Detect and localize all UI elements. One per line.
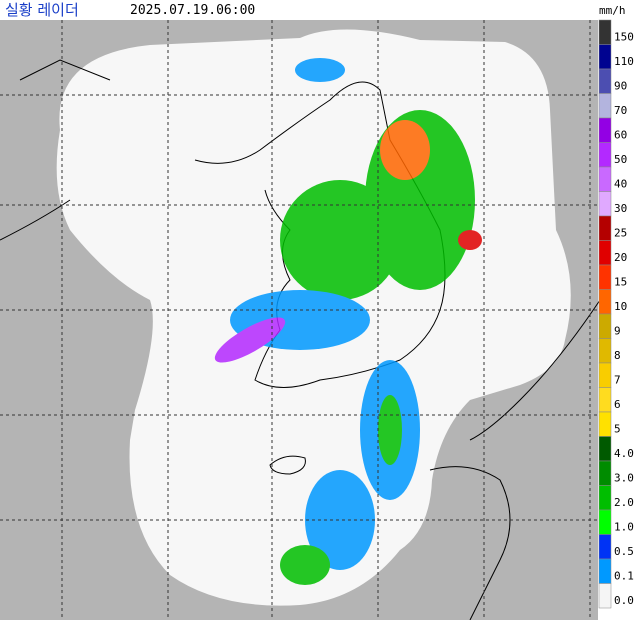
legend-label: 110 [614, 55, 634, 68]
legend-label: 5 [614, 423, 621, 436]
unit: mm/h [599, 4, 626, 17]
legend-label: 90 [614, 80, 627, 93]
legend-label: 25 [614, 227, 627, 240]
legend-swatch [598, 436, 612, 462]
legend-swatch [598, 583, 612, 609]
legend-swatch [598, 289, 612, 315]
legend-swatch [598, 68, 612, 94]
legend-label: 7 [614, 374, 621, 387]
legend-label: 15 [614, 276, 627, 289]
legend-swatch [598, 44, 612, 70]
legend-label: 0.5 [614, 545, 634, 558]
legend-label: 60 [614, 129, 627, 142]
legend-swatch [598, 485, 612, 511]
legend-swatch [598, 240, 612, 266]
precipitation [214, 58, 482, 585]
legend-label: 4.0 [614, 447, 634, 460]
legend-swatch [598, 313, 612, 339]
legend-label: 3.0 [614, 472, 634, 485]
legend-swatch [598, 19, 612, 45]
legend-label: 0.0 [614, 594, 634, 607]
legend-label: 150 [614, 31, 634, 44]
legend-label: 2.0 [614, 496, 634, 509]
legend-swatch [598, 338, 612, 364]
legend-label: 30 [614, 202, 627, 215]
legend-swatch [598, 460, 612, 486]
legend-label: 9 [614, 325, 621, 338]
legend-swatch [598, 215, 612, 241]
legend-swatch [598, 558, 612, 584]
legend-swatch [598, 142, 612, 168]
legend: 150 110 90 70 60 50 40 30 25 20 15 10 9 8 7 6 5 4.0 3.0 2.0… [598, 19, 634, 609]
legend-label: 40 [614, 178, 627, 191]
legend-label: 70 [614, 104, 627, 117]
legend-swatch [598, 166, 612, 192]
legend-label: 20 [614, 251, 627, 264]
legend-swatch [598, 411, 612, 437]
graticule [0, 20, 598, 620]
legend-label: 8 [614, 349, 621, 362]
legend-swatch [598, 117, 612, 143]
legend-label: 1.0 [614, 521, 634, 534]
legend-swatch [598, 93, 612, 119]
legend-swatch [598, 264, 612, 290]
legend-swatch [598, 387, 612, 413]
legend-label: 0.1 [614, 570, 634, 583]
legend-swatch [598, 509, 612, 535]
legend-swatch [598, 191, 612, 217]
map [0, 20, 601, 620]
timestamp: 2025.07.19.06:00 [130, 3, 255, 18]
title: 실황 레이더 [5, 1, 79, 19]
coastlines [0, 59, 601, 620]
legend-label: 10 [614, 300, 627, 313]
legend-label: 50 [614, 153, 627, 166]
legend-swatch [598, 362, 612, 388]
legend-label: 6 [614, 398, 621, 411]
legend-swatch [598, 534, 612, 560]
